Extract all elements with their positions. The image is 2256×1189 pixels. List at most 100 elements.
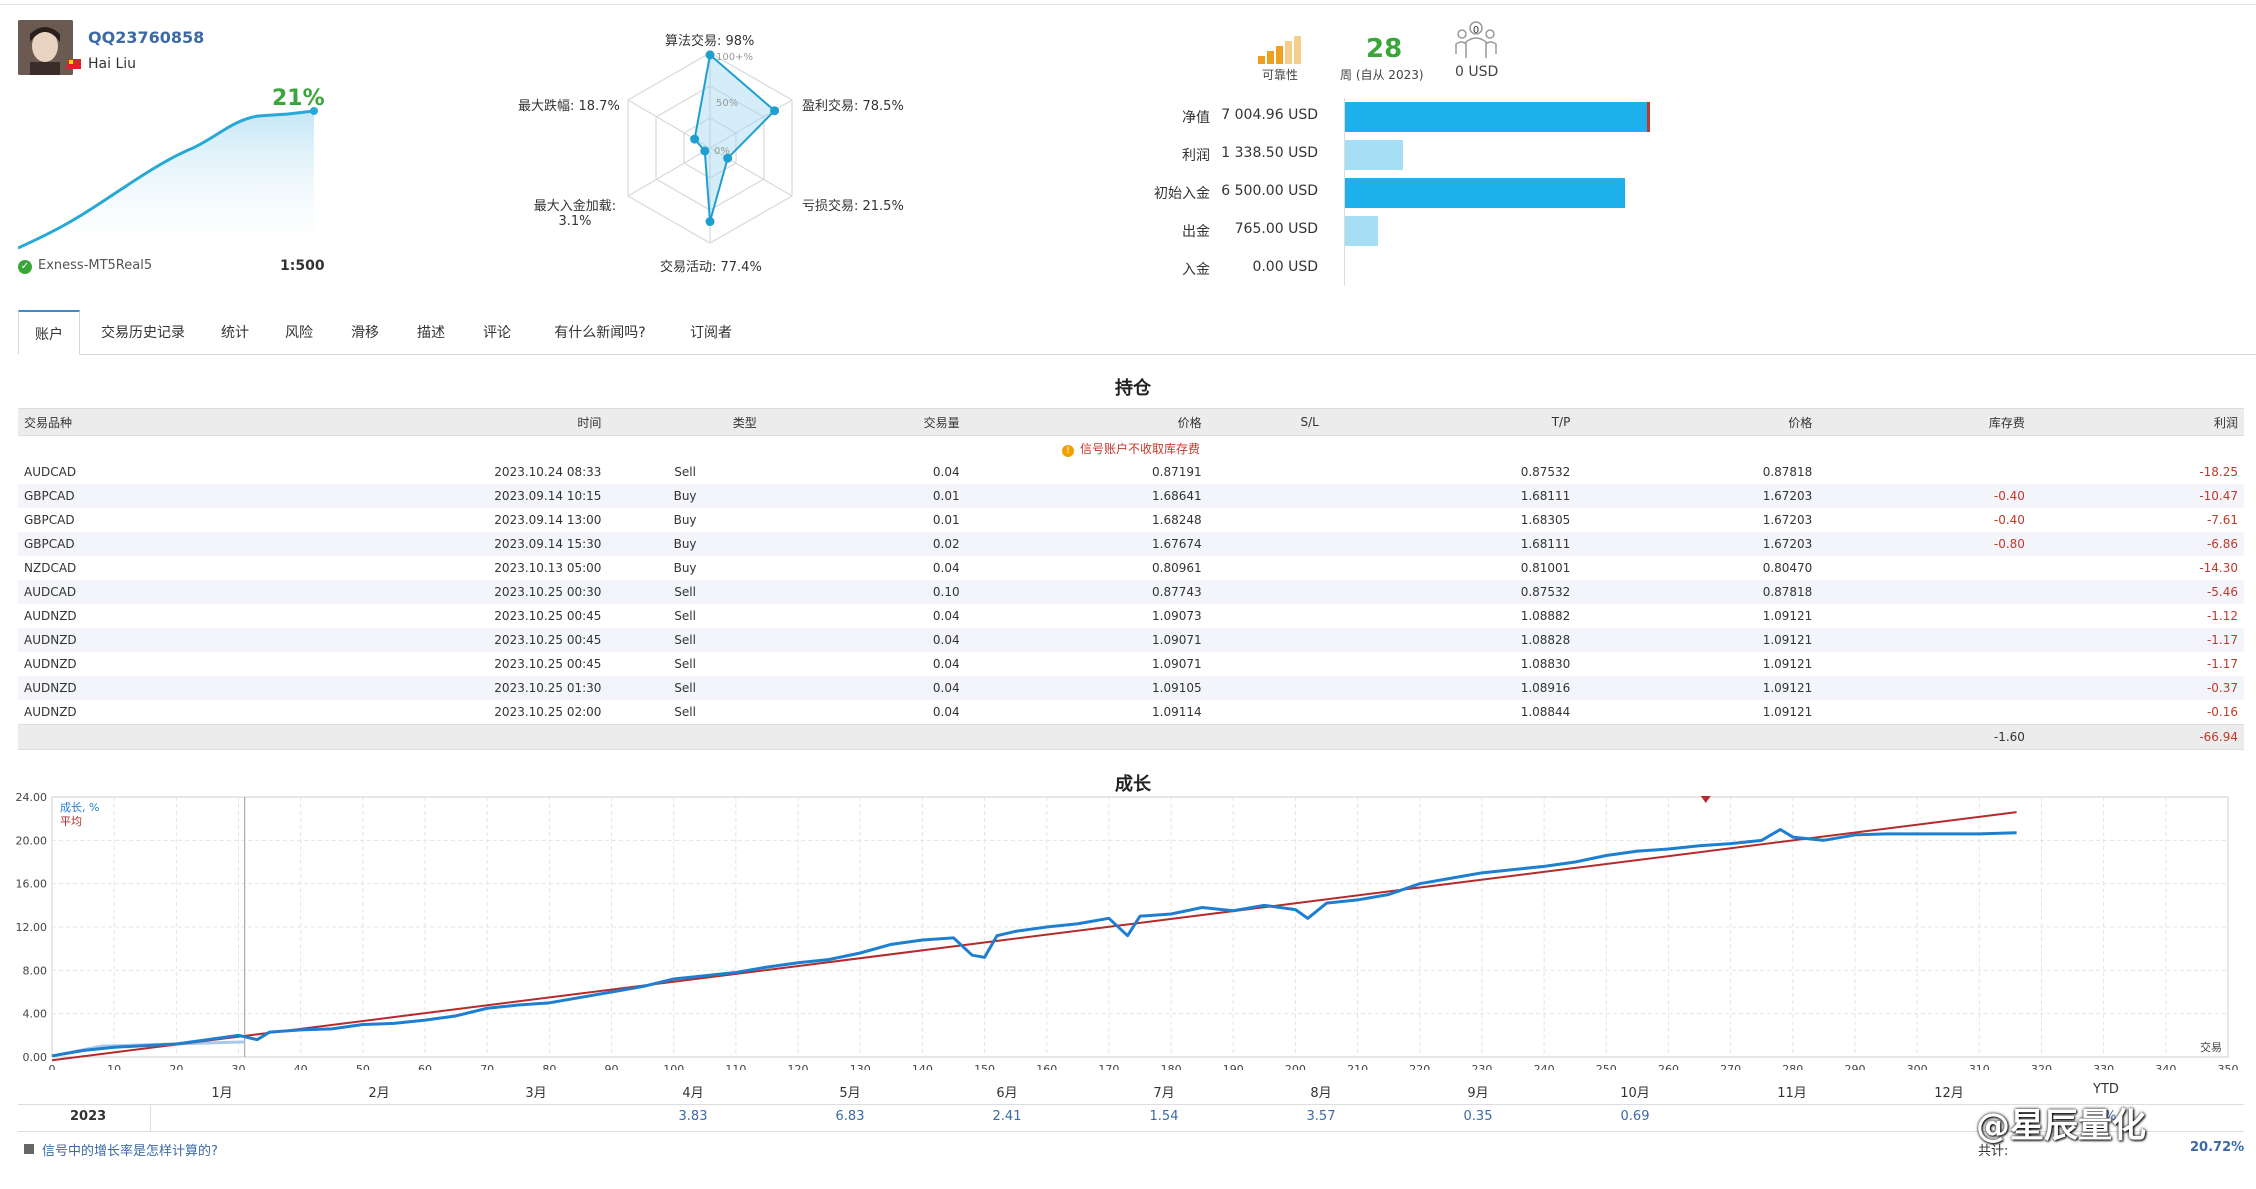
- x-axis-label: 交易: [2200, 1040, 2222, 1054]
- tab-statistics[interactable]: 统计: [221, 325, 249, 341]
- legend-average: 平均: [60, 815, 82, 828]
- x-tick-label: 140: [912, 1063, 933, 1070]
- col-tp[interactable]: T/P: [1324, 408, 1577, 436]
- table-row[interactable]: AUDNZD 2023.10.25 00:45 Sell 0.04 1.09073 1.0…: [18, 604, 2244, 628]
- event-marker-icon[interactable]: [1700, 796, 1711, 803]
- x-tick-label: 50: [356, 1063, 370, 1070]
- cell-3: 0.04: [932, 705, 960, 719]
- cell-1: 2023.10.24 08:33: [494, 465, 602, 479]
- cell-4: 1.09071: [965, 628, 1208, 652]
- finance-value-2: 6 500.00 USD: [1221, 183, 1318, 199]
- y-tick-label: 12.00: [16, 921, 48, 934]
- growth-chart: 0 10 20 30 40 50 60 70 80 90 100 110 120 130 140 150 160…: [16, 791, 2239, 1070]
- tab-slippage[interactable]: 滑移: [351, 325, 379, 341]
- cell-8: [1818, 676, 2031, 700]
- tab-subscribers[interactable]: 订阅者: [690, 325, 732, 341]
- col-swap[interactable]: 库存费: [1818, 408, 2031, 436]
- mini-chart-endpoint: [310, 107, 318, 115]
- cell-9: -18.25: [2199, 465, 2238, 479]
- x-tick-label: 270: [1720, 1063, 1741, 1070]
- x-tick-label: 60: [418, 1063, 432, 1070]
- table-row[interactable]: AUDNZD 2023.10.25 02:00 Sell 0.04 1.09114 1.0…: [18, 700, 2244, 725]
- positions-table: 交易品种 时间 类型 交易量 价格 S/L T/P 价格 库存费 利润 ! 信号账…: [18, 408, 2244, 750]
- cell-9: -10.47: [2030, 484, 2244, 508]
- cell-1: 2023.10.25 01:30: [136, 676, 608, 700]
- month-value: 1%: [2095, 1109, 2117, 1124]
- table-row[interactable]: AUDNZD 2023.10.25 01:30 Sell 0.04 1.09105 1.0…: [18, 676, 2244, 700]
- month-label: 6月: [996, 1086, 1018, 1101]
- x-tick-label: 310: [1969, 1063, 1990, 1070]
- cell-8: [1818, 556, 2031, 580]
- tab-description[interactable]: 描述: [417, 325, 445, 341]
- finance-bar-3: [1345, 216, 1378, 246]
- cell-0: AUDNZD: [18, 676, 137, 700]
- cell-9: -7.61: [2206, 513, 2238, 527]
- table-row[interactable]: AUDCAD 2023.10.25 00:30 Sell 0.10 0.87743 0.8…: [18, 580, 2244, 604]
- x-tick-label: 340: [2155, 1063, 2176, 1070]
- weeks-value: 28: [1366, 34, 1403, 64]
- cell-4: 1.09073: [1152, 609, 1202, 623]
- col-symbol[interactable]: 交易品种: [18, 408, 137, 436]
- expand-icon[interactable]: [24, 1144, 34, 1154]
- tab-reviews[interactable]: 评论: [483, 325, 511, 341]
- x-tick-label: 40: [294, 1063, 308, 1070]
- tab-account[interactable]: 账户: [18, 310, 80, 355]
- cell-0: AUDNZD: [24, 657, 77, 671]
- month-value: 0.35: [1463, 1109, 1493, 1124]
- totals-row: -1.60 -66.94: [18, 724, 2244, 750]
- x-tick-label: 0: [49, 1063, 56, 1070]
- y-tick-label: 4.00: [23, 1008, 48, 1021]
- cell-1: 2023.10.25 00:45: [494, 657, 602, 671]
- cell-0: AUDNZD: [18, 628, 137, 652]
- table-row[interactable]: GBPCAD 2023.09.14 13:00 Buy 0.01 1.68248 1.68…: [18, 508, 2244, 532]
- cell-6: 1.08882: [1520, 609, 1571, 623]
- col-type[interactable]: 类型: [607, 408, 763, 436]
- broker-server[interactable]: Exness-MT5Real5: [38, 258, 153, 273]
- cell-6: 0.87532: [1520, 465, 1571, 479]
- table-row[interactable]: AUDNZD 2023.10.25 00:45 Sell 0.04 1.09071 1.0…: [18, 652, 2244, 676]
- growth-calc-link[interactable]: 信号中的增长率是怎样计算的?: [42, 1144, 218, 1159]
- col-current-price[interactable]: 价格: [1576, 408, 1819, 436]
- col-profit[interactable]: 利润: [2030, 408, 2244, 436]
- y-tick-label: 24.00: [16, 791, 48, 804]
- col-price[interactable]: 价格: [965, 408, 1208, 436]
- cell-1: 2023.09.14 15:30: [136, 532, 608, 556]
- x-tick-label: 210: [1347, 1063, 1368, 1070]
- cell-2: Sell: [674, 705, 696, 719]
- col-volume[interactable]: 交易量: [762, 408, 966, 436]
- month-label: 1月: [211, 1086, 233, 1101]
- table-row[interactable]: GBPCAD 2023.09.14 15:30 Buy 0.02 1.67674 1.68…: [18, 532, 2244, 556]
- table-row[interactable]: NZDCAD 2023.10.13 05:00 Buy 0.04 0.80961 0.81…: [18, 556, 2244, 580]
- x-tick-label: 10: [107, 1063, 121, 1070]
- cell-7: 0.87818: [1762, 465, 1813, 479]
- profile-name[interactable]: QQ23760858: [88, 28, 205, 47]
- month-label: 11月: [1777, 1086, 1807, 1101]
- cell-2: Sell: [674, 465, 696, 479]
- tab-news[interactable]: 有什么新闻吗?: [554, 325, 646, 341]
- cell-5: [1207, 484, 1325, 508]
- cell-8: [1818, 652, 2031, 676]
- col-sl[interactable]: S/L: [1207, 408, 1325, 436]
- year-label: 2023: [70, 1109, 107, 1124]
- finance-value-4: 0.00 USD: [1252, 259, 1318, 275]
- cell-7: 0.80470: [1762, 561, 1813, 575]
- col-time[interactable]: 时间: [136, 408, 608, 436]
- cell-4: 1.09105: [965, 676, 1208, 700]
- cell-3: 0.04: [932, 657, 960, 671]
- tab-trade-history[interactable]: 交易历史记录: [101, 325, 185, 341]
- radar-label-activity: 交易活动: 77.4%: [660, 260, 762, 275]
- cell-6: 0.81001: [1520, 561, 1571, 575]
- tab-risk[interactable]: 风险: [285, 325, 313, 341]
- y-tick-label: 0.00: [23, 1051, 48, 1064]
- avatar[interactable]: [18, 20, 73, 75]
- cell-8: -0.40: [1818, 484, 2031, 508]
- radar-label-max-deposit-load: 最大入金加载: 3.1%: [533, 199, 617, 229]
- table-row[interactable]: AUDCAD 2023.10.24 08:33 Sell 0.04 0.87191 0.8…: [18, 460, 2244, 484]
- subscribers-icon[interactable]: 0: [1455, 20, 1497, 60]
- month-value: 1.54: [1149, 1109, 1179, 1124]
- cell-5: [1208, 508, 1325, 532]
- cell-0: AUDCAD: [24, 465, 77, 479]
- table-row[interactable]: GBPCAD 2023.09.14 10:15 Buy 0.01 1.68641 1.68…: [18, 484, 2244, 508]
- month-label: 8月: [1310, 1086, 1332, 1101]
- table-row[interactable]: AUDNZD 2023.10.25 00:45 Sell 0.04 1.09071 1.0…: [18, 628, 2244, 652]
